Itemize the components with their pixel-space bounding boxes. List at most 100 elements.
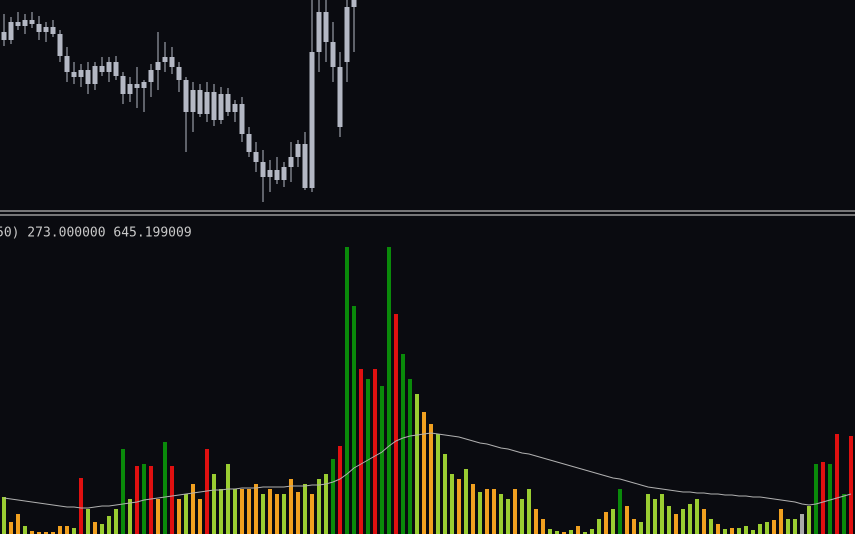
candle-body <box>309 52 315 188</box>
volume-bar <box>128 499 132 534</box>
candle-body <box>43 27 49 32</box>
candle-body <box>1 32 7 40</box>
volume-bar <box>807 506 811 534</box>
candle-body <box>36 24 42 32</box>
candle-body <box>71 72 77 77</box>
volume-bar <box>303 484 307 534</box>
volume-bar <box>352 306 356 534</box>
volume-bar <box>716 524 720 534</box>
volume-bar <box>527 489 531 534</box>
volume-bar <box>709 519 713 534</box>
candle-body <box>106 62 112 72</box>
volume-bar <box>23 526 27 534</box>
volume-bar <box>702 509 706 534</box>
volume-bar <box>513 489 517 534</box>
candle-body <box>344 7 350 62</box>
volume-bar <box>198 499 202 534</box>
volume-bar <box>506 499 510 534</box>
volume-bar <box>842 494 846 534</box>
volume-bar <box>226 464 230 534</box>
volume-bar <box>681 509 685 534</box>
volume-bar <box>16 514 20 534</box>
volume-bar <box>331 459 335 534</box>
volume-bar <box>338 446 342 534</box>
volume-bar <box>219 489 223 534</box>
candle-body <box>78 70 84 77</box>
volume-bar <box>485 489 489 534</box>
volume-bar <box>114 509 118 534</box>
volume-bar <box>121 449 125 534</box>
candle-body <box>85 70 91 84</box>
candle-body <box>92 66 98 84</box>
volume-bar <box>618 489 622 534</box>
volume-bar <box>9 522 13 534</box>
candle-body <box>141 82 147 88</box>
volume-bar <box>100 524 104 534</box>
candle-body <box>204 92 210 114</box>
candle-body <box>134 84 140 88</box>
volume-bar <box>499 494 503 534</box>
volume-bar <box>408 379 412 534</box>
volume-bar <box>674 514 678 534</box>
volume-bar <box>646 494 650 534</box>
volume-bar <box>191 484 195 534</box>
volume-bar <box>464 469 468 534</box>
volume-bar <box>268 489 272 534</box>
volume-bar <box>184 494 188 534</box>
volume-bar <box>625 506 629 534</box>
volume-bar <box>688 504 692 534</box>
volume-bar <box>212 474 216 534</box>
volume-bar <box>604 512 608 534</box>
volume-bar <box>51 532 55 534</box>
volume-bar <box>534 509 538 534</box>
candle-body <box>267 170 273 177</box>
volume-bar <box>471 484 475 534</box>
volume-bar <box>86 509 90 534</box>
volume-bar <box>163 442 167 534</box>
volume-bar <box>233 489 237 534</box>
volume-bar <box>765 522 769 534</box>
volume-bar <box>30 531 34 534</box>
volume-bar <box>597 519 601 534</box>
volume-bar <box>695 499 699 534</box>
volume-bar <box>828 464 832 534</box>
volume-bar <box>590 529 594 534</box>
candle-body <box>183 80 189 112</box>
volume-bar <box>387 247 391 534</box>
volume-bar <box>639 522 643 534</box>
volume-bar <box>317 479 321 534</box>
volume-bar <box>275 494 279 534</box>
volume-bar <box>149 466 153 534</box>
volume-bar <box>737 528 741 534</box>
candle-body <box>22 20 28 26</box>
volume-bar <box>583 532 587 534</box>
volume-bar <box>744 526 748 534</box>
candle-body <box>288 157 294 167</box>
volume-bar <box>849 436 853 534</box>
candle-body <box>232 104 238 112</box>
volume-bar <box>450 474 454 534</box>
volume-bar <box>779 509 783 534</box>
volume-bar <box>135 466 139 534</box>
volume-bar <box>520 499 524 534</box>
volume-bar <box>793 519 797 534</box>
volume-bar <box>37 532 41 534</box>
volume-bar <box>800 514 804 534</box>
candle-body <box>176 67 182 80</box>
volume-bar <box>415 394 419 534</box>
candle-body <box>295 144 301 157</box>
volume-bar <box>730 528 734 534</box>
candle-body <box>239 104 245 134</box>
volume-bar <box>772 520 776 534</box>
candle-body <box>253 152 259 162</box>
volume-bar <box>555 531 559 534</box>
volume-bar <box>562 532 566 534</box>
volume-bar <box>821 462 825 534</box>
volume-bar <box>177 499 181 534</box>
candle-body <box>120 76 126 94</box>
volume-bar <box>394 314 398 534</box>
candle-body <box>57 34 63 56</box>
volume-bar <box>443 454 447 534</box>
